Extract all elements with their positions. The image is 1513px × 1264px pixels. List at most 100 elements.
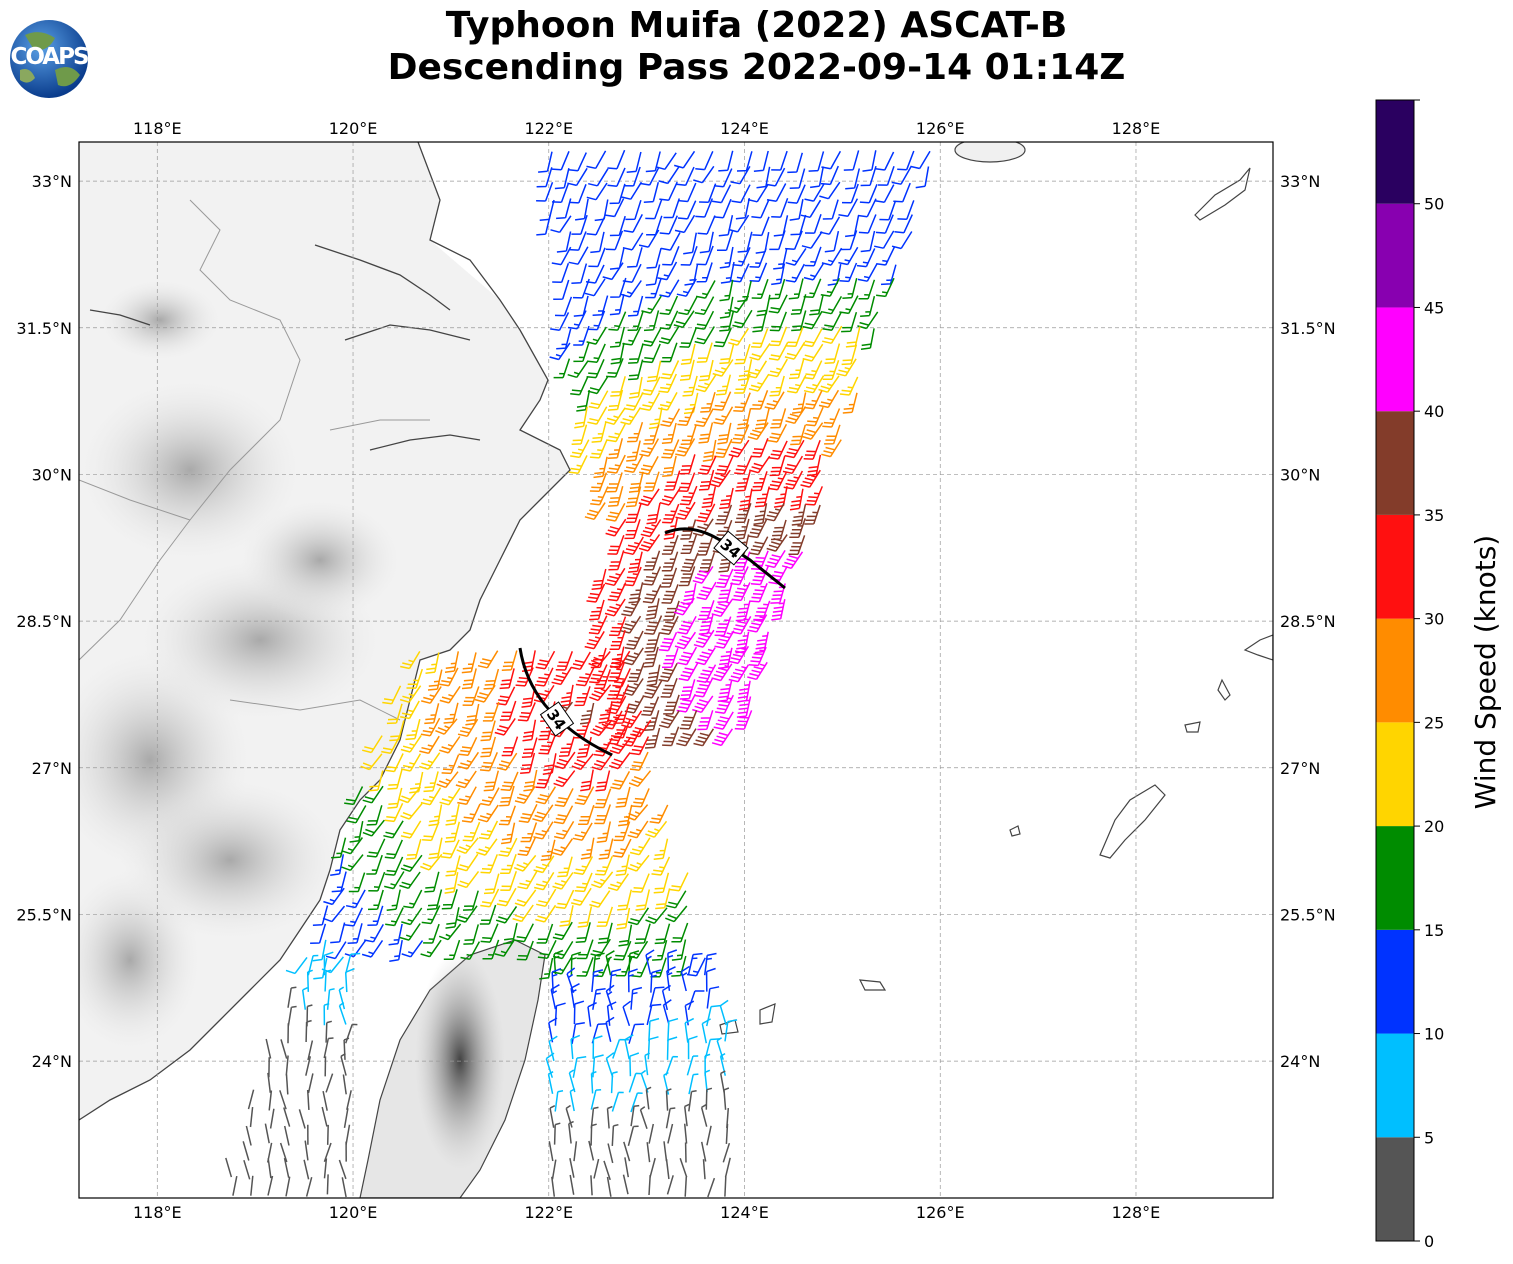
wind-barb-620: [400, 753, 422, 772]
wind-barb-269: [803, 360, 823, 380]
wind-barb-611: [521, 737, 538, 758]
wind-barb-712: [598, 838, 614, 860]
wind-barb-801: [480, 923, 499, 943]
wind-barb-955: [268, 1090, 273, 1111]
lat-tick-label-right-6: 24°N: [1280, 1052, 1320, 1071]
wind-barb-55: [731, 184, 751, 204]
wind-barb-454: [731, 582, 751, 602]
wind-barb-113: [660, 232, 681, 251]
wind-barb-186: [592, 295, 609, 316]
wind-barb-229: [713, 327, 732, 348]
wind-barb-203: [567, 310, 587, 330]
wind-barb-776: [385, 907, 404, 927]
wind-barb-470: [620, 615, 642, 634]
wind-barb-947: [610, 1071, 618, 1094]
wind-barb-662: [615, 786, 631, 808]
wind-barb-1002: [242, 1141, 250, 1161]
wind-barb-879: [687, 990, 705, 1011]
wind-barb-548: [570, 651, 591, 671]
wind-barb-294: [683, 392, 699, 415]
wind-barb-923: [716, 1037, 724, 1060]
wind-barb-94: [674, 214, 696, 234]
wind-barb-222: [586, 326, 607, 345]
wind-barb-136: [719, 246, 734, 269]
wind-barb-20: [897, 150, 915, 171]
wind-barb-458: [604, 598, 626, 617]
wind-barb-114: [683, 232, 698, 255]
wind-barb-349: [568, 455, 588, 475]
wind-barb-51: [659, 181, 678, 201]
wind-barb-913: [343, 1037, 350, 1060]
wind-barb-247: [719, 343, 735, 365]
wind-barb-96: [718, 215, 734, 237]
wind-barb-811: [671, 922, 689, 943]
wind-barb-964: [630, 1092, 643, 1113]
wind-barb-535: [662, 726, 680, 747]
wind-barb-474: [698, 613, 714, 635]
wind-barb-482: [658, 631, 678, 652]
wind-barb-211: [719, 310, 735, 332]
wind-barb-994: [590, 1123, 597, 1146]
wind-barb-719: [385, 856, 404, 876]
wind-barb-129: [588, 247, 606, 268]
wind-barb-646: [610, 771, 631, 790]
wind-barb-530: [713, 711, 734, 730]
wind-barb-485: [714, 630, 735, 649]
wind-barb-874: [592, 987, 606, 1010]
wind-barb-217: [822, 312, 842, 331]
wind-barb-64: [893, 182, 911, 203]
wind-barb-703: [428, 837, 443, 860]
wind-barb-487: [754, 631, 769, 654]
wind-barb-644: [580, 769, 594, 792]
wind-barb-133: [662, 246, 680, 266]
wind-barb-804: [536, 923, 554, 944]
wind-barb-831: [671, 939, 687, 961]
wind-barb-812: [312, 939, 327, 962]
wind-barb-931: [592, 1054, 604, 1078]
wind-barb-897: [325, 1020, 332, 1043]
wind-barb-572: [559, 684, 574, 707]
wind-barb-697: [645, 820, 668, 838]
lat-tick-label-right-5: 25.5°N: [1280, 905, 1336, 924]
wind-barb-226: [658, 326, 680, 345]
wind-barb-239: [573, 342, 590, 363]
wind-barb-38: [820, 165, 839, 186]
wind-barb-1012: [623, 1141, 631, 1162]
wind-barb-444: [750, 565, 769, 586]
wind-barb-70: [625, 199, 642, 221]
wind-barb-330: [767, 423, 788, 443]
wind-barb-552: [427, 669, 443, 691]
wind-barb-723: [457, 853, 479, 872]
wind-barb-28: [640, 166, 660, 186]
wind-barb-742: [483, 873, 500, 895]
wind-barb-546: [535, 650, 556, 670]
wind-barb-219: [857, 311, 879, 330]
wind-barb-1011: [607, 1143, 614, 1164]
wind-barb-707: [498, 837, 518, 857]
wind-barb-492: [662, 648, 679, 669]
wind-barb-960: [554, 1090, 564, 1112]
wind-barb-288: [576, 389, 591, 412]
wind-barb-483: [674, 631, 697, 650]
wind-barb-967: [688, 1090, 697, 1112]
wind-barb-578: [424, 703, 440, 725]
wind-barb-23: [554, 168, 570, 190]
wind-barb-864: [650, 969, 662, 993]
wind-barb-794: [347, 923, 363, 945]
wind-barb-173: [695, 280, 716, 299]
wind-barb-1046: [622, 1174, 629, 1195]
wind-barb-582: [499, 700, 517, 721]
wind-barb-634: [387, 768, 403, 790]
wind-barb-907: [701, 1018, 711, 1044]
wind-barb-901: [591, 1023, 608, 1044]
colorbar-bin-4: [1376, 722, 1414, 827]
wind-barb-178: [788, 278, 804, 300]
wind-barb-877: [649, 986, 665, 1008]
wind-barb-88: [571, 214, 588, 235]
wind-barb-100: [790, 214, 807, 236]
wind-barb-1047: [648, 1175, 651, 1196]
wind-barb-13: [771, 150, 788, 171]
wind-barb-757: [403, 889, 423, 909]
wind-barb-796: [388, 923, 403, 946]
wind-barb-538: [711, 728, 734, 747]
